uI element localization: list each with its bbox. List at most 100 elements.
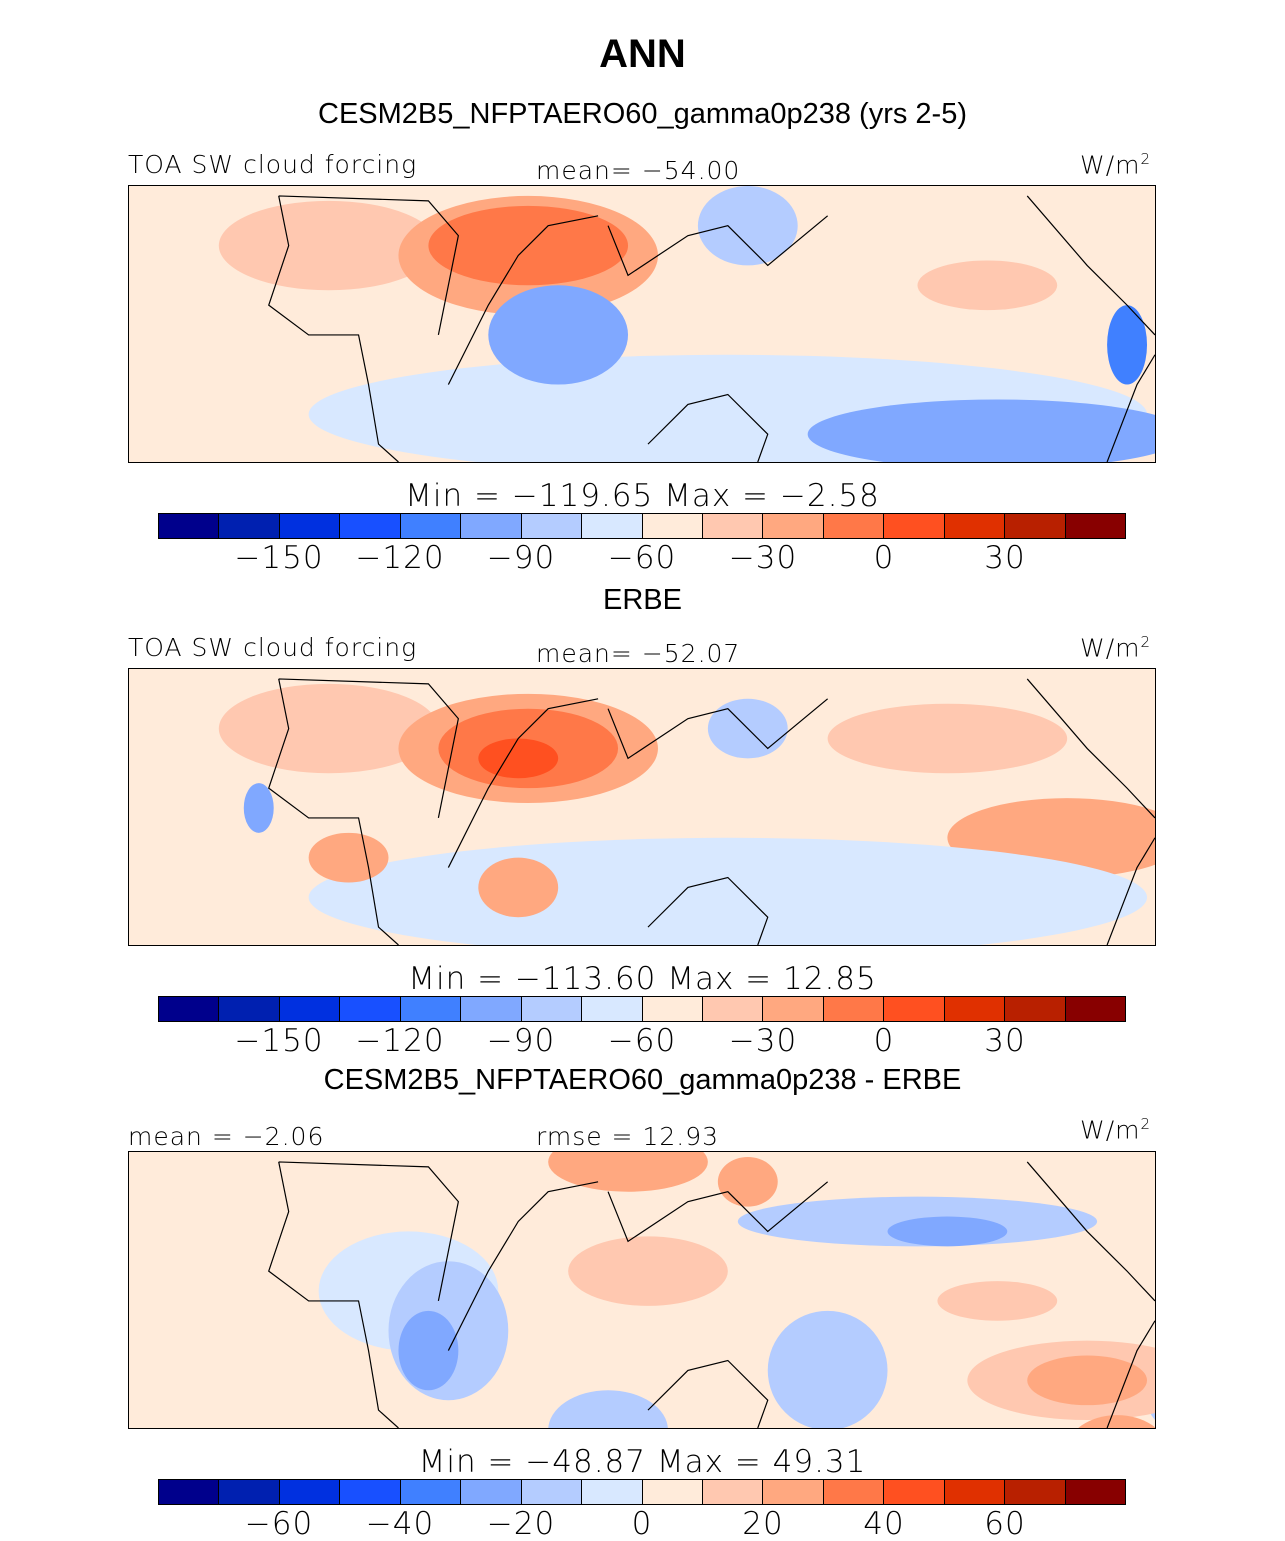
panel-3-mean: mean = −2.06 [128, 1122, 325, 1151]
colorbar-box [521, 997, 583, 1021]
colorbar-box [1065, 1480, 1125, 1504]
colorbar-tick-label: −60 [607, 540, 677, 576]
colorbar-box [521, 1480, 583, 1504]
colorbar-tick-label: 30 [984, 1023, 1026, 1059]
panel-1-minmax: Min = −119.65 Max = −2.58 [405, 478, 880, 514]
colorbar-box [884, 1480, 945, 1504]
contour-region [917, 260, 1058, 311]
colorbar-box [1005, 997, 1066, 1021]
colorbar-box [944, 1480, 1006, 1504]
colorbar-tick-label: −30 [728, 540, 798, 576]
colorbar-tick-label: −120 [355, 540, 445, 576]
colorbar-box [702, 514, 764, 538]
colorbar-box [219, 1480, 280, 1504]
panel-2-colorbar [158, 996, 1126, 1022]
panel-2-variable: TOA SW cloud forcing [128, 633, 418, 662]
colorbar-box [279, 514, 341, 538]
colorbar-tick-label: 0 [631, 1506, 653, 1541]
panel-3-rmse: rmse = 12.93 [536, 1122, 720, 1151]
colorbar-box [944, 514, 1006, 538]
contour-region [717, 1156, 778, 1207]
colorbar-tick-label: 40 [863, 1506, 905, 1541]
colorbar-box [400, 1480, 462, 1504]
panel-1-title: CESM2B5_NFPTAERO60_gamma0p238 (yrs 2-5) [318, 98, 967, 130]
colorbar-box [823, 514, 885, 538]
colorbar-box [642, 1480, 703, 1504]
coastline [268, 1161, 1155, 1428]
colorbar-box [582, 997, 643, 1021]
contour-region [887, 1216, 1008, 1247]
colorbar-tick-label: 0 [873, 1023, 895, 1059]
colorbar-box [400, 997, 462, 1021]
colorbar-tick-label: 60 [984, 1506, 1026, 1541]
colorbar-tick-label: −120 [355, 1023, 445, 1059]
colorbar-box [582, 514, 643, 538]
coastline [268, 678, 1155, 945]
colorbar-box [1065, 514, 1125, 538]
panel-2-title: ERBE [603, 584, 682, 616]
colorbar-box [944, 997, 1006, 1021]
colorbar-box [159, 1480, 220, 1504]
colorbar-box [461, 514, 522, 538]
colorbar-box [1005, 1480, 1066, 1504]
colorbar-box [884, 997, 945, 1021]
colorbar-box [823, 1480, 885, 1504]
panel-3-units: W/m2 [1080, 1115, 1152, 1145]
colorbar-box [823, 997, 885, 1021]
colorbar-box [1005, 514, 1066, 538]
panel-1-colorbar [158, 513, 1126, 539]
colorbar-box [279, 1480, 341, 1504]
panel-2-minmax: Min = −113.60 Max = 12.85 [408, 961, 877, 997]
contour-region [697, 186, 798, 266]
contour-region [218, 200, 439, 291]
panel-2-mean: mean= −52.07 [536, 639, 740, 668]
contour-region [488, 285, 629, 385]
colorbar-tick-label: −30 [728, 1023, 798, 1059]
colorbar-tick-label: −20 [486, 1506, 556, 1541]
colorbar-tick-label: −90 [486, 540, 556, 576]
colorbar-box [219, 514, 280, 538]
colorbar-box [159, 997, 220, 1021]
main-title: ANN [599, 32, 686, 76]
panel-2-map [128, 668, 1156, 946]
colorbar-box [279, 997, 341, 1021]
colorbar-box [521, 514, 583, 538]
panel-1-units: W/m2 [1080, 150, 1152, 180]
contour-region [218, 683, 439, 774]
colorbar-box [1065, 997, 1125, 1021]
colorbar-tick-label: −150 [234, 1023, 324, 1059]
contour-region [568, 1236, 728, 1306]
contour-region [243, 783, 274, 833]
colorbar-box [763, 997, 824, 1021]
colorbar-box [340, 1480, 401, 1504]
panel-2-units: W/m2 [1080, 633, 1152, 663]
mean-label: mean= [536, 156, 633, 185]
contour-region [1027, 1355, 1148, 1406]
colorbar-tick-label: 20 [742, 1506, 784, 1541]
panel-3-colorbar [158, 1479, 1126, 1505]
contour-region [827, 703, 1068, 774]
contour-region [767, 1310, 888, 1428]
contour-region [548, 1152, 708, 1192]
panel-3-minmax: Min = −48.87 Max = 49.31 [418, 1444, 867, 1480]
contour-region [478, 738, 559, 779]
colorbar-box [582, 1480, 643, 1504]
contour-region [478, 857, 559, 918]
colorbar-box [884, 514, 945, 538]
colorbar-box [461, 1480, 522, 1504]
contour-field [129, 186, 1155, 462]
contour-field [129, 1152, 1155, 1428]
colorbar-tick-label: −60 [244, 1506, 314, 1541]
colorbar-tick-label: −60 [607, 1023, 677, 1059]
contour-region [1078, 1415, 1155, 1428]
colorbar-tick-label: −40 [365, 1506, 435, 1541]
mean-label: mean= [536, 639, 633, 668]
colorbar-box [642, 514, 703, 538]
contour-region [937, 1281, 1058, 1321]
colorbar-box [763, 1480, 824, 1504]
colorbar-tick-label: −150 [234, 540, 324, 576]
colorbar-box [340, 514, 401, 538]
colorbar-box [702, 997, 764, 1021]
colorbar-box [763, 514, 824, 538]
